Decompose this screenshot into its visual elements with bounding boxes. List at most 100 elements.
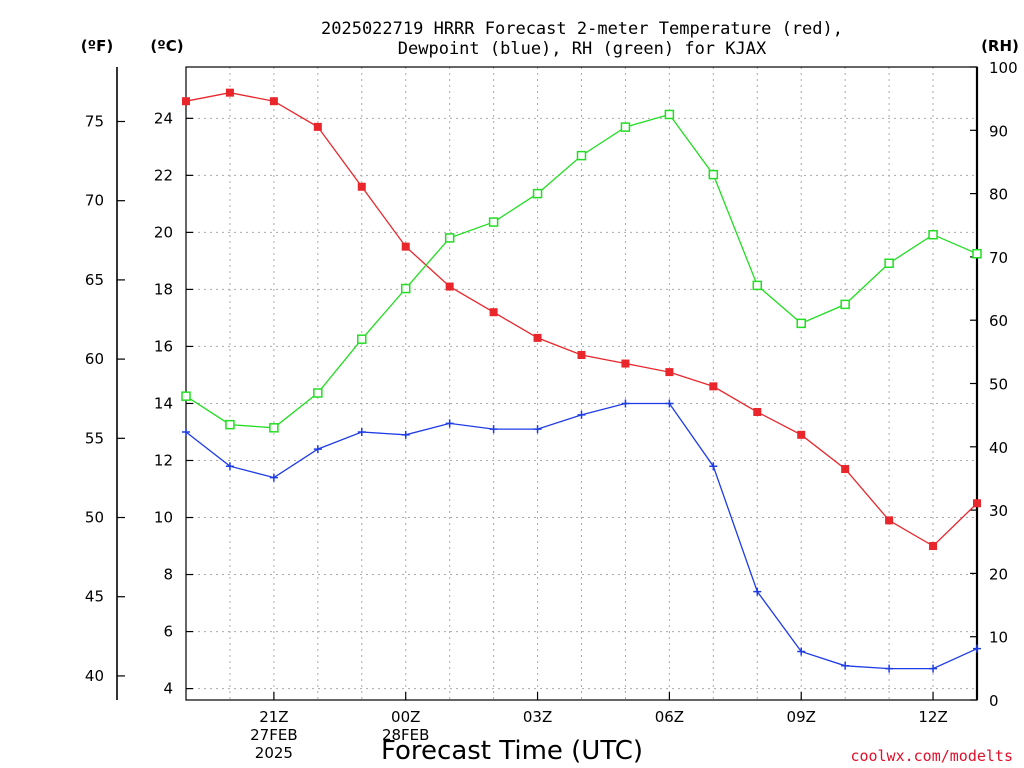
axes	[116, 66, 979, 701]
fahrenheit-tick-label: 70	[85, 192, 104, 210]
fahrenheit-tick-label: 40	[85, 667, 104, 685]
dewpoint-point	[577, 410, 586, 419]
temperature-point	[621, 359, 630, 368]
rh-point	[972, 248, 982, 259]
x-tick-label: 09Z	[787, 708, 816, 726]
x-axis-title: Forecast Time (UTC)	[381, 736, 643, 766]
rh-point	[884, 258, 894, 268]
celsius-tick-label: 16	[154, 337, 173, 355]
rh-tick-label: 60	[989, 312, 1008, 330]
x-tick-label: 21Z	[259, 708, 288, 726]
temperature-point	[885, 516, 894, 525]
dewpoint-point	[929, 664, 938, 673]
x-tick-label: 00Z	[391, 708, 420, 726]
temperature-point	[929, 542, 938, 551]
rh-tick-label: 80	[989, 186, 1008, 204]
x-tick-label: 2025	[255, 744, 293, 762]
celsius-tick-label: 24	[154, 109, 173, 127]
fahrenheit-tick-label: 65	[85, 271, 104, 289]
grid-lines	[186, 67, 977, 700]
series-group	[181, 88, 982, 673]
temperature-point	[357, 182, 366, 191]
celsius-tick-label: 10	[154, 509, 173, 527]
celsius-tick-label: 22	[154, 166, 173, 184]
fahrenheit-tick-label: 60	[85, 350, 104, 368]
temperature-point	[313, 122, 322, 131]
rh-point	[532, 188, 543, 199]
temperature-point	[797, 430, 806, 439]
dewpoint-point	[489, 425, 498, 434]
temperature-point	[665, 368, 674, 377]
temperature-point	[182, 97, 190, 106]
temperature-point	[709, 382, 718, 391]
rh-tick-label: 30	[989, 502, 1008, 520]
fahrenheit-tick-label: 50	[85, 509, 104, 527]
dewpoint-point	[313, 445, 322, 454]
x-tick-label: 12Z	[918, 708, 947, 726]
rh-point	[181, 391, 191, 401]
rh-point	[357, 334, 367, 344]
celsius-tick-label: 6	[163, 623, 173, 641]
chart-title-line-2: Dewpoint (blue), RH (green) for KJAX	[398, 39, 767, 59]
rh-point	[488, 217, 499, 227]
rh-point	[796, 318, 806, 329]
rh-point	[400, 283, 411, 294]
dewpoint-point	[665, 399, 674, 408]
rh-unit-label: (RH)	[981, 37, 1019, 55]
temperature-point	[577, 350, 586, 359]
celsius-unit-label: (ºC)	[150, 37, 183, 55]
rh-point	[225, 419, 235, 430]
fahrenheit-tick-label: 55	[85, 429, 104, 447]
dewpoint-point	[841, 661, 850, 670]
rh-tick-label: 10	[989, 629, 1008, 647]
temperature-point	[533, 333, 542, 342]
dewpoint-point	[621, 399, 630, 408]
rh-tick-label: 20	[989, 565, 1008, 583]
dewpoint-point	[225, 462, 234, 471]
x-tick-label: 06Z	[655, 708, 684, 726]
dewpoint-point	[269, 473, 278, 482]
rh-tick-label: 90	[989, 122, 1008, 140]
rh-tick-label: 40	[989, 439, 1008, 457]
fahrenheit-tick-label: 75	[85, 112, 104, 130]
x-tick-label: 03Z	[523, 708, 552, 726]
celsius-tick-label: 14	[154, 394, 173, 412]
dewpoint-point	[753, 587, 762, 596]
rh-point	[620, 122, 631, 132]
rh-point	[269, 423, 279, 433]
dewpoint-point	[973, 644, 981, 653]
dewpoint-point	[709, 462, 718, 471]
plot-frame	[185, 66, 978, 701]
dewpoint-point	[182, 427, 190, 436]
temperature-point	[841, 465, 850, 474]
temperature-point	[401, 242, 410, 251]
celsius-tick-label: 20	[154, 223, 173, 241]
temperature-point	[269, 97, 278, 106]
dewpoint-point	[401, 430, 410, 439]
fahrenheit-tick-label: 45	[85, 588, 104, 606]
dewpoint-point	[357, 427, 366, 436]
rh-point	[313, 388, 323, 398]
temperature-point	[225, 88, 234, 97]
temperature-point	[753, 408, 762, 417]
rh-point	[840, 299, 850, 310]
celsius-tick-label: 18	[154, 280, 173, 298]
fahrenheit-unit-label: (ºF)	[81, 37, 113, 55]
chart-title: 2025022719 HRRR Forecast 2-meter Tempera…	[321, 19, 843, 59]
x-tick-label: 28FEB	[382, 726, 429, 744]
rh-point	[664, 109, 675, 120]
temperature-point	[445, 282, 454, 291]
rh-tick-label: 70	[989, 249, 1008, 267]
dewpoint-point	[445, 419, 454, 428]
rh-point	[928, 229, 938, 240]
rh-point	[752, 280, 763, 291]
celsius-tick-label: 12	[154, 451, 173, 469]
celsius-tick-label: 8	[163, 566, 173, 584]
tick-labels: 40 45 50 55 60 65 70 75 4 6 8 10 12 14 16 18 20 22 24 0 10 20…	[85, 59, 1018, 762]
dewpoint-point	[885, 664, 894, 673]
celsius-tick-label: 4	[163, 680, 173, 698]
rh-tick-label: 50	[989, 376, 1008, 394]
rh-tick-label: 0	[989, 692, 999, 710]
credit-text: coolwx.com/modelts	[850, 747, 1013, 765]
